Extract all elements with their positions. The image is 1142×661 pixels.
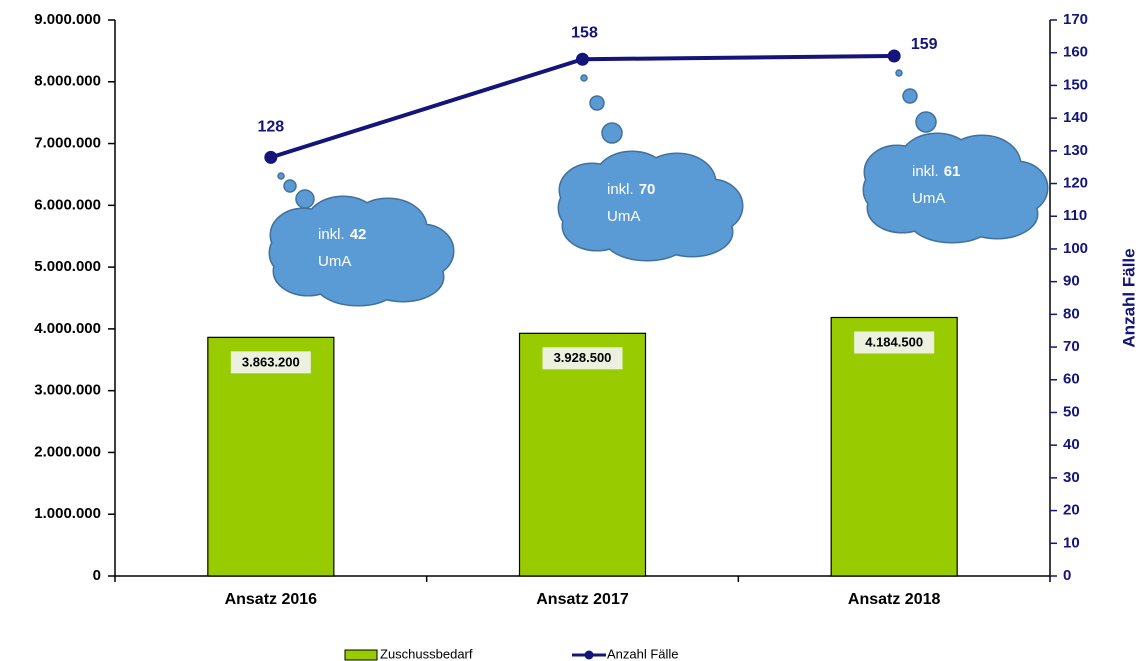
y2-tick-label: 100: [1063, 240, 1088, 257]
x-tick-label: Ansatz 2017: [536, 591, 629, 608]
y2-tick-label: 40: [1063, 436, 1080, 453]
y2-tick-label: 30: [1063, 469, 1080, 486]
y-tick-label: 1.000.000: [34, 505, 101, 522]
y2-tick-label: 110: [1063, 207, 1087, 224]
annotation-text: inkl.: [318, 226, 345, 243]
annotation: inkl. 42: [318, 226, 366, 243]
y2-tick-label: 50: [1063, 403, 1080, 420]
annotation-text: inkl.: [607, 181, 634, 198]
y2-tick-label: 60: [1063, 371, 1080, 388]
legend-label: Anzahl Fälle: [607, 646, 679, 661]
annotation-number: 42: [350, 226, 367, 243]
thought-bubble: [590, 96, 604, 110]
y2-tick-label: 70: [1063, 338, 1080, 355]
y2-tick-label: 120: [1063, 174, 1088, 191]
value-label: 3.863.200: [242, 354, 300, 369]
line-marker: [264, 151, 277, 164]
thought-bubble: [296, 190, 314, 208]
annotation-number: 70: [639, 181, 656, 198]
page: inkl. 42 UmA inkl. 70 UmA inkl. 61 UmA 0 1.000.00…: [0, 0, 1142, 661]
y-tick-label: 9.000.000: [34, 11, 101, 28]
y2-tick-label: 160: [1063, 44, 1088, 61]
annotation: inkl. 61: [912, 163, 960, 180]
thought-bubble: [916, 112, 936, 132]
y2-tick-label: 0: [1063, 567, 1071, 584]
x-tick-label: Ansatz 2018: [848, 591, 941, 608]
y-tick-label: 3.000.000: [34, 382, 101, 399]
line-value-label: 159: [911, 36, 938, 53]
chart: inkl. 42 UmA inkl. 70 UmA inkl. 61 UmA 0 1.000.00…: [0, 0, 1142, 661]
y-tick-label: 4.000.000: [34, 320, 101, 337]
y-tick-label: 0: [93, 567, 101, 584]
y2-axis-title: Anzahl Fälle: [1119, 248, 1138, 347]
annotation-text: inkl.: [912, 163, 939, 180]
line-value-label: 128: [257, 119, 284, 136]
thought-bubble: [903, 89, 917, 103]
legend-swatch: [345, 650, 377, 660]
clouds: inkl. 42 UmA inkl. 70 UmA inkl. 61 UmA: [270, 70, 1047, 305]
thought-bubble: [581, 75, 587, 81]
line: [271, 56, 894, 157]
y2-tick-label: 140: [1063, 109, 1088, 126]
cloud: inkl. 70 UmA: [559, 75, 742, 260]
x-tick-label: Ansatz 2016: [225, 591, 318, 608]
y2-tick-label: 80: [1063, 305, 1080, 322]
y2-tick-label: 130: [1063, 142, 1088, 159]
thought-bubble: [896, 70, 902, 76]
y2-tick-label: 90: [1063, 273, 1080, 290]
line-marker: [888, 49, 901, 62]
cloud: inkl. 42 UmA: [270, 173, 453, 305]
annotation: UmA: [607, 208, 640, 225]
thought-bubble: [278, 173, 284, 179]
annotation-number: 61: [944, 163, 961, 180]
y2-tick-label: 150: [1063, 76, 1088, 93]
annotation: UmA: [318, 253, 351, 270]
thought-bubble: [284, 180, 296, 192]
bar: [831, 317, 957, 576]
line-value-label: 158: [571, 24, 598, 41]
thought-bubble: [602, 123, 622, 143]
value-label: 3.928.500: [554, 350, 612, 365]
legend-label: Zuschussbedarf: [380, 646, 473, 661]
y2-tick-label: 20: [1063, 502, 1080, 519]
annotation: inkl. 70: [607, 181, 655, 198]
bar: [520, 333, 646, 576]
cloud: inkl. 61 UmA: [864, 70, 1047, 242]
y-tick-label: 6.000.000: [34, 196, 101, 213]
y2-tick-label: 170: [1063, 11, 1088, 28]
y-tick-label: 8.000.000: [34, 73, 101, 90]
annotation: UmA: [912, 190, 945, 207]
y-tick-label: 2.000.000: [34, 443, 101, 460]
y-tick-label: 7.000.000: [34, 135, 101, 152]
value-label: 4.184.500: [865, 334, 923, 349]
y2-tick-label: 10: [1063, 534, 1080, 551]
legend-marker: [585, 651, 594, 660]
y-tick-label: 5.000.000: [34, 258, 101, 275]
line-marker: [576, 53, 589, 66]
